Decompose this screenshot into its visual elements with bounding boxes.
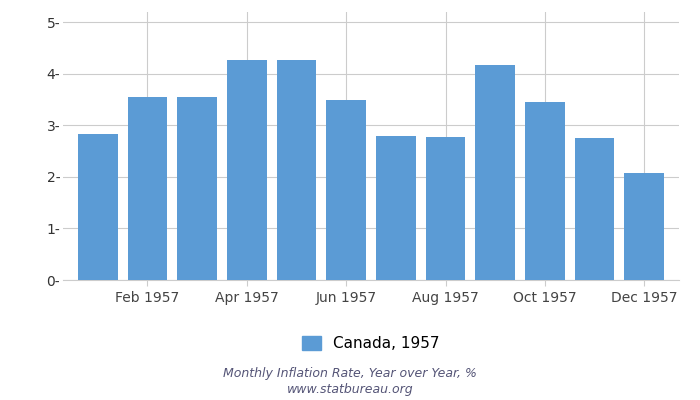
Text: www.statbureau.org: www.statbureau.org — [287, 384, 413, 396]
Bar — [227, 60, 267, 280]
Bar — [376, 136, 416, 280]
Bar — [426, 137, 466, 280]
Text: Monthly Inflation Rate, Year over Year, %: Monthly Inflation Rate, Year over Year, … — [223, 368, 477, 380]
Bar — [624, 173, 664, 280]
Bar — [575, 138, 615, 280]
Bar — [326, 100, 366, 280]
Bar — [276, 60, 316, 280]
Bar — [525, 102, 565, 280]
Bar — [127, 96, 167, 280]
Bar — [78, 134, 118, 280]
Legend: Canada, 1957: Canada, 1957 — [302, 336, 440, 351]
Bar — [177, 96, 217, 280]
Bar — [475, 65, 515, 280]
